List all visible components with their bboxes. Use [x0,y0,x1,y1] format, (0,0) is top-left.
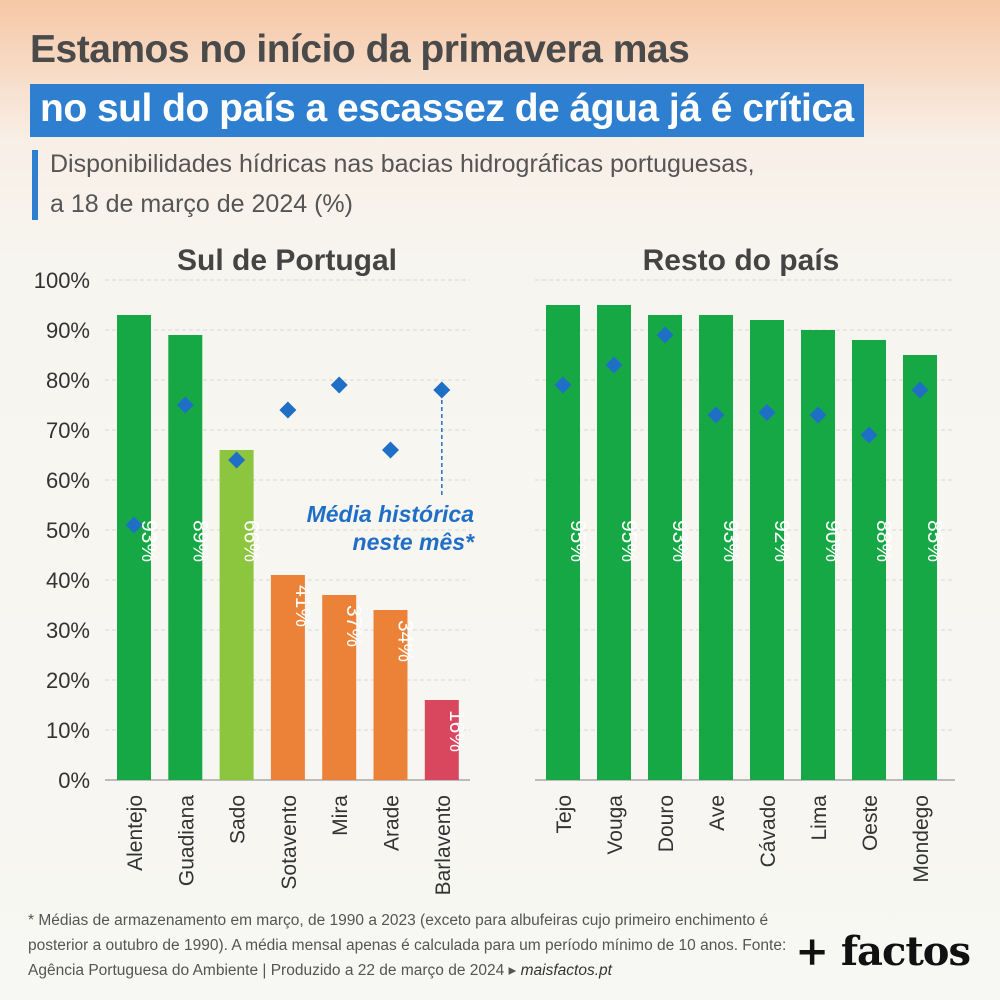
data-label: 41% [291,585,314,627]
y-tick-label: 70% [46,418,90,443]
historical-average-marker [860,426,878,444]
x-tick-label: Barlavento [432,795,455,895]
historical-average-marker [809,406,827,424]
x-tick-label: Alentejo [124,795,147,871]
data-label: 90% [821,520,844,562]
bar [852,340,886,780]
x-tick-label: Sotavento [278,795,301,890]
annotation-text-2: neste mês* [353,529,476,555]
data-label: 88% [872,520,895,562]
y-tick-label: 40% [46,568,90,593]
bar [373,610,408,780]
y-tick-label: 90% [46,318,90,343]
data-label: 89% [188,520,211,562]
bar [270,575,305,780]
bar [597,305,631,780]
x-tick-label: Vouga [604,795,627,855]
x-tick-label: Oeste [859,795,882,851]
historical-average-marker [605,356,623,374]
historical-average-marker [125,516,143,534]
x-tick-label: Lima [808,795,831,841]
historical-average-marker [911,381,929,399]
source-link[interactable]: maisfactos.pt [520,962,612,979]
historical-average-marker [656,326,674,344]
y-tick-label: 0% [58,768,90,793]
y-tick-label: 20% [46,668,90,693]
x-tick-label: Cávado [757,795,780,867]
x-tick-label: Mira [329,795,352,836]
x-tick-label: Sado [227,795,250,844]
title-line-2-highlight: no sul do país a escassez de água já é c… [30,84,864,137]
y-tick-label: 60% [46,468,90,493]
footnote: * Médias de armazenamento em março, de 1… [28,908,798,983]
bar [903,355,937,780]
bar [801,330,835,780]
data-label: 37% [342,605,365,647]
historical-average-marker [554,376,572,394]
historical-average-marker [176,396,194,414]
y-tick-label: 10% [46,718,90,743]
subtitle-line-1: Disponibilidades hídricas nas bacias hid… [50,150,755,178]
data-label: 66% [240,520,263,562]
historical-average-marker [382,441,399,459]
x-tick-label: Arade [381,795,404,851]
annotation-text-1: Média histórica [307,501,475,527]
x-tick-label: Ave [706,795,729,831]
data-label: 93% [719,520,742,562]
data-label: 85% [923,520,946,562]
historical-average-marker [228,451,246,469]
historical-average-marker [433,381,451,399]
x-tick-label: Tejo [553,795,576,834]
x-tick-label: Mondego [910,795,933,883]
bar [750,320,784,780]
x-tick-label: Guadiana [175,795,198,886]
historical-average-marker [279,401,297,419]
y-tick-label: 80% [46,368,90,393]
bar [117,315,151,780]
bar [424,700,459,780]
footnote-text: * Médias de armazenamento em março, de 1… [28,912,787,979]
bar [219,450,254,780]
title-line-1: Estamos no início da primavera mas [30,28,690,71]
subtitle-line-2: a 18 de março de 2024 (%) [50,190,353,218]
historical-average-marker [330,376,348,394]
data-label: 95% [566,520,589,562]
subtitle-accent-bar [32,150,38,220]
y-tick-label: 30% [46,618,90,643]
bar [322,595,357,780]
x-tick-label: Douro [655,795,678,852]
data-label: 93% [137,520,160,562]
y-tick-label: 50% [46,518,90,543]
brand-logo: + factos [795,928,971,975]
data-label: 16% [445,710,468,752]
data-label: 93% [668,520,691,562]
historical-average-marker [707,406,725,424]
data-label: 34% [394,620,417,662]
bar [648,315,682,780]
historical-average-marker [758,404,776,421]
y-tick-label: 100% [34,268,90,293]
bar [699,315,733,780]
panel-title: Sul de Portugal [177,244,397,277]
data-label: 95% [617,520,640,562]
panel-title: Resto do país [643,244,840,277]
data-label: 92% [770,520,793,562]
